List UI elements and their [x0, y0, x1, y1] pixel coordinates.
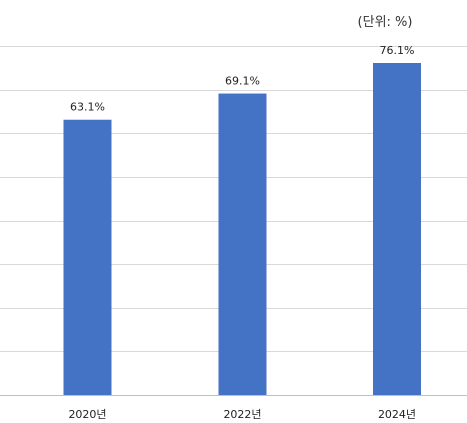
x-tick-label-1: 2020년	[68, 408, 106, 421]
data-label-2: 69.1%	[225, 75, 260, 88]
x-tick-label-2: 2022년	[223, 408, 261, 421]
data-label-3: 76.1%	[380, 44, 415, 57]
bars	[63, 63, 421, 396]
data-labels: 63.1% 69.1% 76.1%	[70, 44, 414, 114]
data-label-1: 63.1%	[70, 101, 105, 114]
bar-1	[63, 119, 112, 395]
bar-2	[218, 93, 267, 396]
bar-3	[373, 63, 421, 396]
x-tick-label-3: 2024년	[378, 408, 416, 421]
unit-label: (단위: %)	[358, 15, 413, 30]
x-tick-labels: 2020년 2022년 2024년	[68, 408, 416, 421]
